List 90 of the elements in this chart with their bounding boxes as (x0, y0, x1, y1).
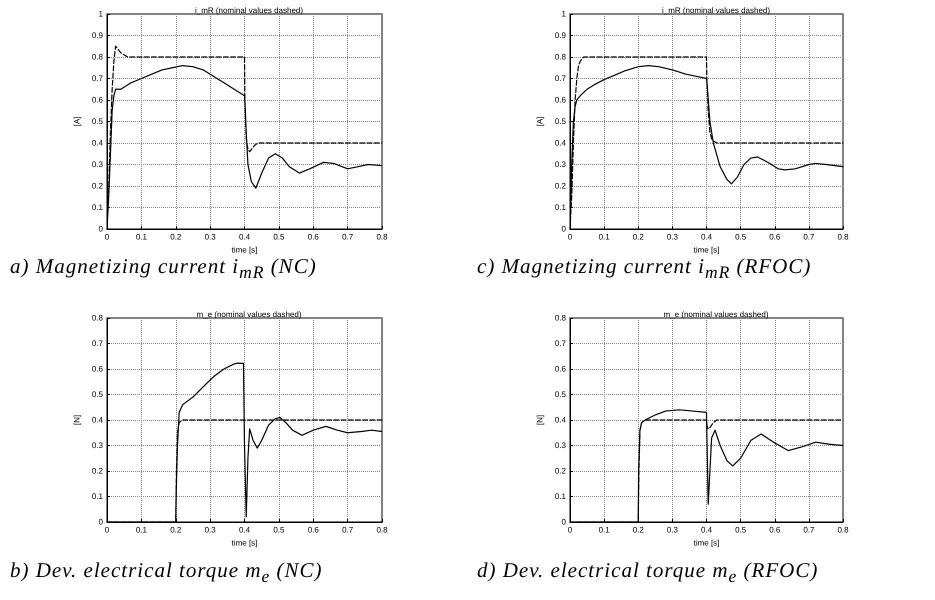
y-tick-label: 0.7 (92, 339, 104, 348)
x-tick-label: 0.8 (376, 232, 388, 242)
text: c) Magnetizing current i$_{mR}$ (RFOC) (477, 254, 812, 284)
y-tick-label: 0.8 (92, 52, 104, 62)
x-tick-label: 0.1 (136, 232, 148, 242)
y-tick-label: 0.6 (554, 96, 567, 104)
x-tick-label: 0.8 (376, 526, 388, 534)
x-tick-label: 0.7 (342, 526, 354, 534)
x-tick-label: 0.2 (632, 526, 644, 534)
x-tick-label: 0.8 (837, 526, 850, 534)
x-tick-label: 0.5 (735, 526, 747, 534)
y-tick-label: 1 (562, 10, 567, 18)
x-axis-title: time [s] (694, 246, 720, 254)
y-tick-label: 0.2 (554, 466, 567, 476)
y-axis-title: [A] (72, 116, 82, 126)
chart-title: i_mR (nominal values dashed) (662, 6, 770, 15)
y-tick-label: 0.1 (554, 492, 567, 501)
y-tick-label: 1 (98, 10, 104, 18)
x-tick-label: 0.7 (342, 232, 354, 242)
x-tick-label: 0.4 (238, 232, 251, 242)
x-axis-title: time [s] (694, 538, 720, 548)
x-axis-title: time [s] (232, 538, 258, 548)
y-tick-label: 0 (562, 224, 567, 234)
x-tick-label: 0.4 (238, 526, 251, 534)
y-tick-label: 0.3 (554, 160, 567, 169)
x-tick-label: 0.6 (769, 232, 781, 242)
x-tick-label: 0.6 (308, 526, 320, 534)
x-tick-label: 0.5 (735, 232, 747, 242)
x-tick-label: 0.7 (803, 232, 815, 242)
y-tick-label: 0.8 (92, 314, 104, 322)
y-tick-label: 0.9 (554, 31, 567, 40)
x-tick-label: 0.3 (204, 232, 216, 242)
y-tick-label: 0.5 (554, 390, 567, 399)
y-axis-title: [N] (72, 414, 82, 426)
y-tick-label: 0.7 (92, 74, 104, 83)
y-tick-label: 0.3 (92, 441, 104, 450)
text: a) Magnetizing current i$_{mR}$ (NC) (10, 254, 317, 284)
x-tick-label: 0.5 (273, 232, 285, 242)
x-tick-label: 0 (568, 526, 573, 534)
x-tick-label: 0.2 (170, 526, 182, 534)
x-tick-label: 0 (104, 526, 110, 534)
y-tick-label: 0.4 (92, 138, 104, 148)
y-tick-label: 0.6 (92, 364, 104, 374)
x-tick-label: 0.4 (700, 526, 713, 534)
text: d) Dev. electrical torque m$_{e}$ (RFOC) (477, 558, 818, 588)
chart-title: i_mR (nominal values dashed) (194, 6, 304, 15)
x-tick-label: 0.2 (170, 232, 182, 242)
y-tick-label: 0.2 (92, 466, 104, 476)
y-tick-label: 0 (562, 518, 567, 526)
x-tick-label: 0.3 (204, 526, 216, 534)
x-tick-label: 0.3 (666, 526, 678, 534)
x-tick-label: 0.7 (803, 526, 815, 534)
y-tick-label: 0.8 (554, 314, 567, 322)
y-tick-label: 0.2 (554, 182, 567, 190)
y-tick-label: 0 (98, 224, 104, 234)
x-tick-label: 0.8 (837, 232, 850, 242)
x-tick-label: 0 (104, 232, 110, 242)
y-tick-label: 0.7 (554, 74, 567, 83)
y-tick-label: 0.1 (92, 492, 104, 501)
x-tick-label: 0.4 (700, 232, 713, 242)
y-tick-label: 0.6 (554, 364, 567, 374)
y-tick-label: 0.5 (92, 117, 104, 126)
x-tick-label: 0.1 (598, 232, 610, 242)
y-tick-label: 0.1 (92, 203, 104, 212)
y-tick-label: 0.4 (554, 416, 567, 424)
y-tick-label: 0.4 (92, 416, 104, 424)
x-tick-label: 0.3 (666, 232, 678, 242)
y-tick-label: 0.2 (92, 182, 104, 190)
y-tick-label: 0.6 (92, 96, 104, 104)
x-tick-label: 0.5 (273, 526, 285, 534)
y-axis-title: [A] (535, 116, 544, 126)
x-tick-label: 0.2 (632, 232, 644, 242)
y-tick-label: 0.5 (554, 117, 567, 126)
y-axis-title: [N] (535, 414, 544, 426)
y-tick-label: 0.4 (554, 138, 567, 148)
y-tick-label: 0.7 (554, 339, 567, 348)
y-tick-label: 0.3 (554, 441, 567, 450)
x-axis-title: time [s] (232, 246, 258, 254)
x-tick-label: 0.1 (598, 526, 610, 534)
y-tick-label: 0.8 (554, 52, 567, 62)
x-tick-label: 0.6 (769, 526, 781, 534)
x-tick-label: 0 (568, 232, 573, 242)
y-tick-label: 0.1 (554, 203, 567, 212)
x-tick-label: 0.6 (308, 232, 320, 242)
y-tick-label: 0 (98, 518, 104, 526)
y-tick-label: 0.5 (92, 390, 104, 399)
text: b) Dev. electrical torque m$_{e}$ (NC) (10, 558, 323, 588)
x-tick-label: 0.1 (136, 526, 148, 534)
y-tick-label: 0.9 (92, 31, 104, 40)
y-tick-label: 0.3 (92, 160, 104, 169)
